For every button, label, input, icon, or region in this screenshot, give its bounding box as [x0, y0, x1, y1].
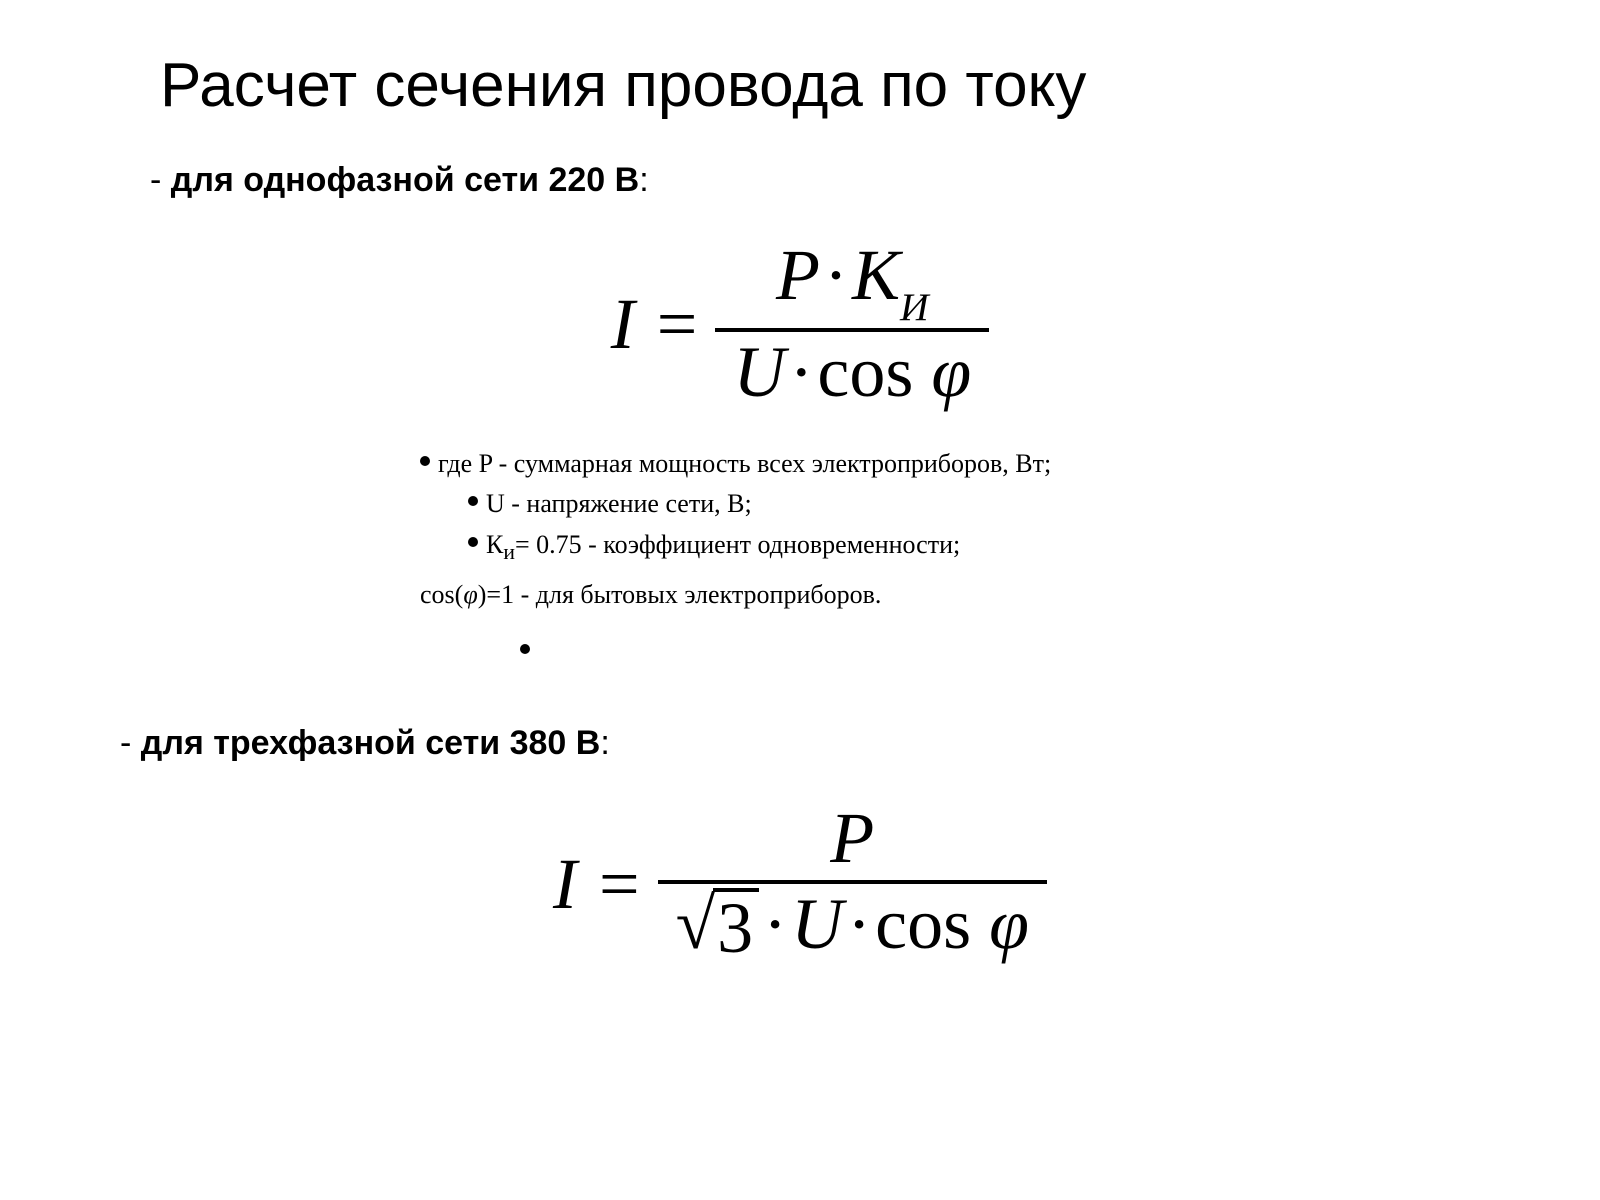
section-1-bold: для однофазной сети 220 В: [171, 161, 639, 199]
def-2-text: U - напряжение сети, В;: [486, 484, 1180, 524]
def-4-cos: cos: [420, 580, 455, 609]
formula-2-block: I = P √3 ·U·cos φ: [80, 798, 1520, 970]
def-3-text: Ки= 0.75 - коэффициент одновременности;: [486, 525, 1180, 570]
section-2-dash: -: [120, 724, 141, 762]
sqrt-icon: √3: [676, 888, 760, 964]
def-line-1: где P - суммарная мощность всех электроп…: [420, 444, 1180, 484]
section-2-bold: для трехфазной сети 380 В: [141, 724, 601, 762]
def-1-text: где P - суммарная мощность всех электроп…: [438, 444, 1180, 484]
formula-2-den-dot1: ·: [759, 884, 791, 964]
formula-1-den-cos: cos: [817, 332, 913, 412]
section-2-label: - для трехфазной сети 380 В:: [120, 724, 1520, 763]
formula-1-denominator: U·cos φ: [715, 332, 989, 414]
formula-1-fraction: P·KИ U·cos φ: [715, 235, 989, 414]
formula-1-lhs: I: [611, 284, 635, 364]
formula-1-den-phi: φ: [913, 332, 971, 412]
bullet-icon: [468, 496, 478, 506]
def-4-rest: - для бытовых электроприборов.: [514, 580, 881, 609]
formula-1-den-u: U: [733, 332, 785, 412]
formula-2-den-dot2: ·: [843, 884, 875, 964]
formula-2-equals: =: [577, 844, 644, 924]
formula-2-den-phi: φ: [971, 884, 1029, 964]
bullet-icon: [520, 644, 530, 654]
def-3-k: К: [486, 530, 503, 559]
bullet-icon: [420, 456, 430, 466]
definitions-block: где P - суммарная мощность всех электроп…: [420, 444, 1180, 654]
def-4-phi: φ: [463, 580, 477, 609]
formula-1-num-k-sub: И: [900, 285, 929, 329]
formula-2-den-u: U: [791, 884, 843, 964]
bullet-icon: [468, 537, 478, 547]
formula-2-denominator: √3 ·U·cos φ: [658, 884, 1047, 970]
formula-1-num-k: K: [852, 235, 900, 315]
radical-symbol-icon: √: [676, 888, 716, 960]
formula-2-fraction: P √3 ·U·cos φ: [658, 798, 1047, 970]
formula-2-lhs: I: [553, 844, 577, 924]
section-2-colon: :: [600, 724, 609, 762]
section-2: - для трехфазной сети 380 В: I = P: [80, 724, 1520, 970]
formula-2-numerator: P: [812, 798, 892, 880]
def-3-k-sub: и: [503, 540, 515, 564]
formula-2-den-cos: cos: [875, 884, 971, 964]
formula-1-equals: =: [635, 284, 702, 364]
sqrt-arg: 3: [713, 888, 759, 964]
formula-1-den-dot: ·: [785, 332, 817, 412]
formula-1: I = P·KИ U·cos φ: [611, 235, 989, 414]
formula-2: I = P √3 ·U·cos φ: [553, 798, 1047, 970]
def-line-3: Ки= 0.75 - коэффициент одновременности;: [420, 525, 1180, 570]
section-1-dash: -: [150, 161, 171, 199]
def-line-2: U - напряжение сети, В;: [420, 484, 1180, 524]
formula-1-numerator: P·KИ: [758, 235, 947, 328]
formula-1-num-p: P: [776, 235, 820, 315]
section-1-colon: :: [639, 161, 648, 199]
page-title: Расчет сечения провода по току: [160, 50, 1520, 121]
section-1-label: - для однофазной сети 220 В:: [150, 161, 1520, 200]
slide: Расчет сечения провода по току - для одн…: [0, 0, 1600, 1200]
def-3-rest: = 0.75 - коэффициент одновременности;: [515, 530, 960, 559]
formula-1-block: I = P·KИ U·cos φ: [80, 235, 1520, 414]
def-line-4: cos(φ)=1 - для бытовых электроприборов.: [420, 575, 1180, 615]
formula-1-num-dot: ·: [820, 235, 852, 315]
formula-2-num-p: P: [830, 798, 874, 878]
def-4-eq: =1: [486, 580, 514, 609]
